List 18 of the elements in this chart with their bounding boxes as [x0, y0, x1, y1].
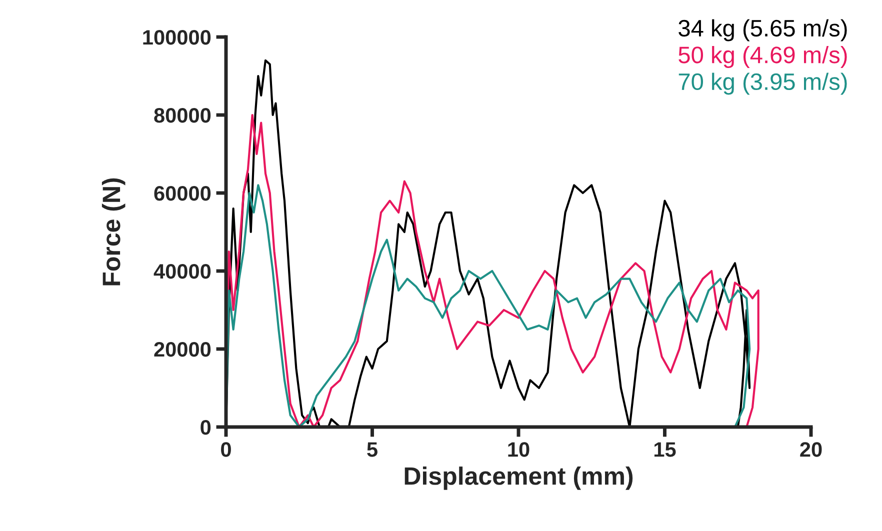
y-tick-label: 20000	[154, 342, 211, 357]
y-tick-label: 0	[200, 420, 211, 435]
x-tick-label: 10	[508, 442, 530, 457]
x-axis-title: Displacement (mm)	[404, 466, 633, 490]
y-tick-label: 80000	[154, 108, 211, 123]
y-axis-title: Force (N)	[102, 178, 126, 286]
y-tick-label: 100000	[143, 30, 211, 45]
line-series	[226, 184, 751, 427]
x-tick-label: 5	[367, 442, 378, 457]
x-tick-label: 0	[221, 442, 231, 457]
y-tick-label: 60000	[154, 186, 211, 201]
text: 34 kg (5.65 m/s)	[678, 19, 847, 42]
x-tick-label: 20	[800, 442, 822, 457]
x-tick-label: 15	[654, 442, 676, 457]
y-tick-label: 40000	[154, 264, 211, 279]
text: 50 kg (4.69 m/s)	[678, 46, 847, 68]
line-series	[226, 114, 760, 427]
text: 70 kg (3.95 m/s)	[678, 72, 847, 95]
